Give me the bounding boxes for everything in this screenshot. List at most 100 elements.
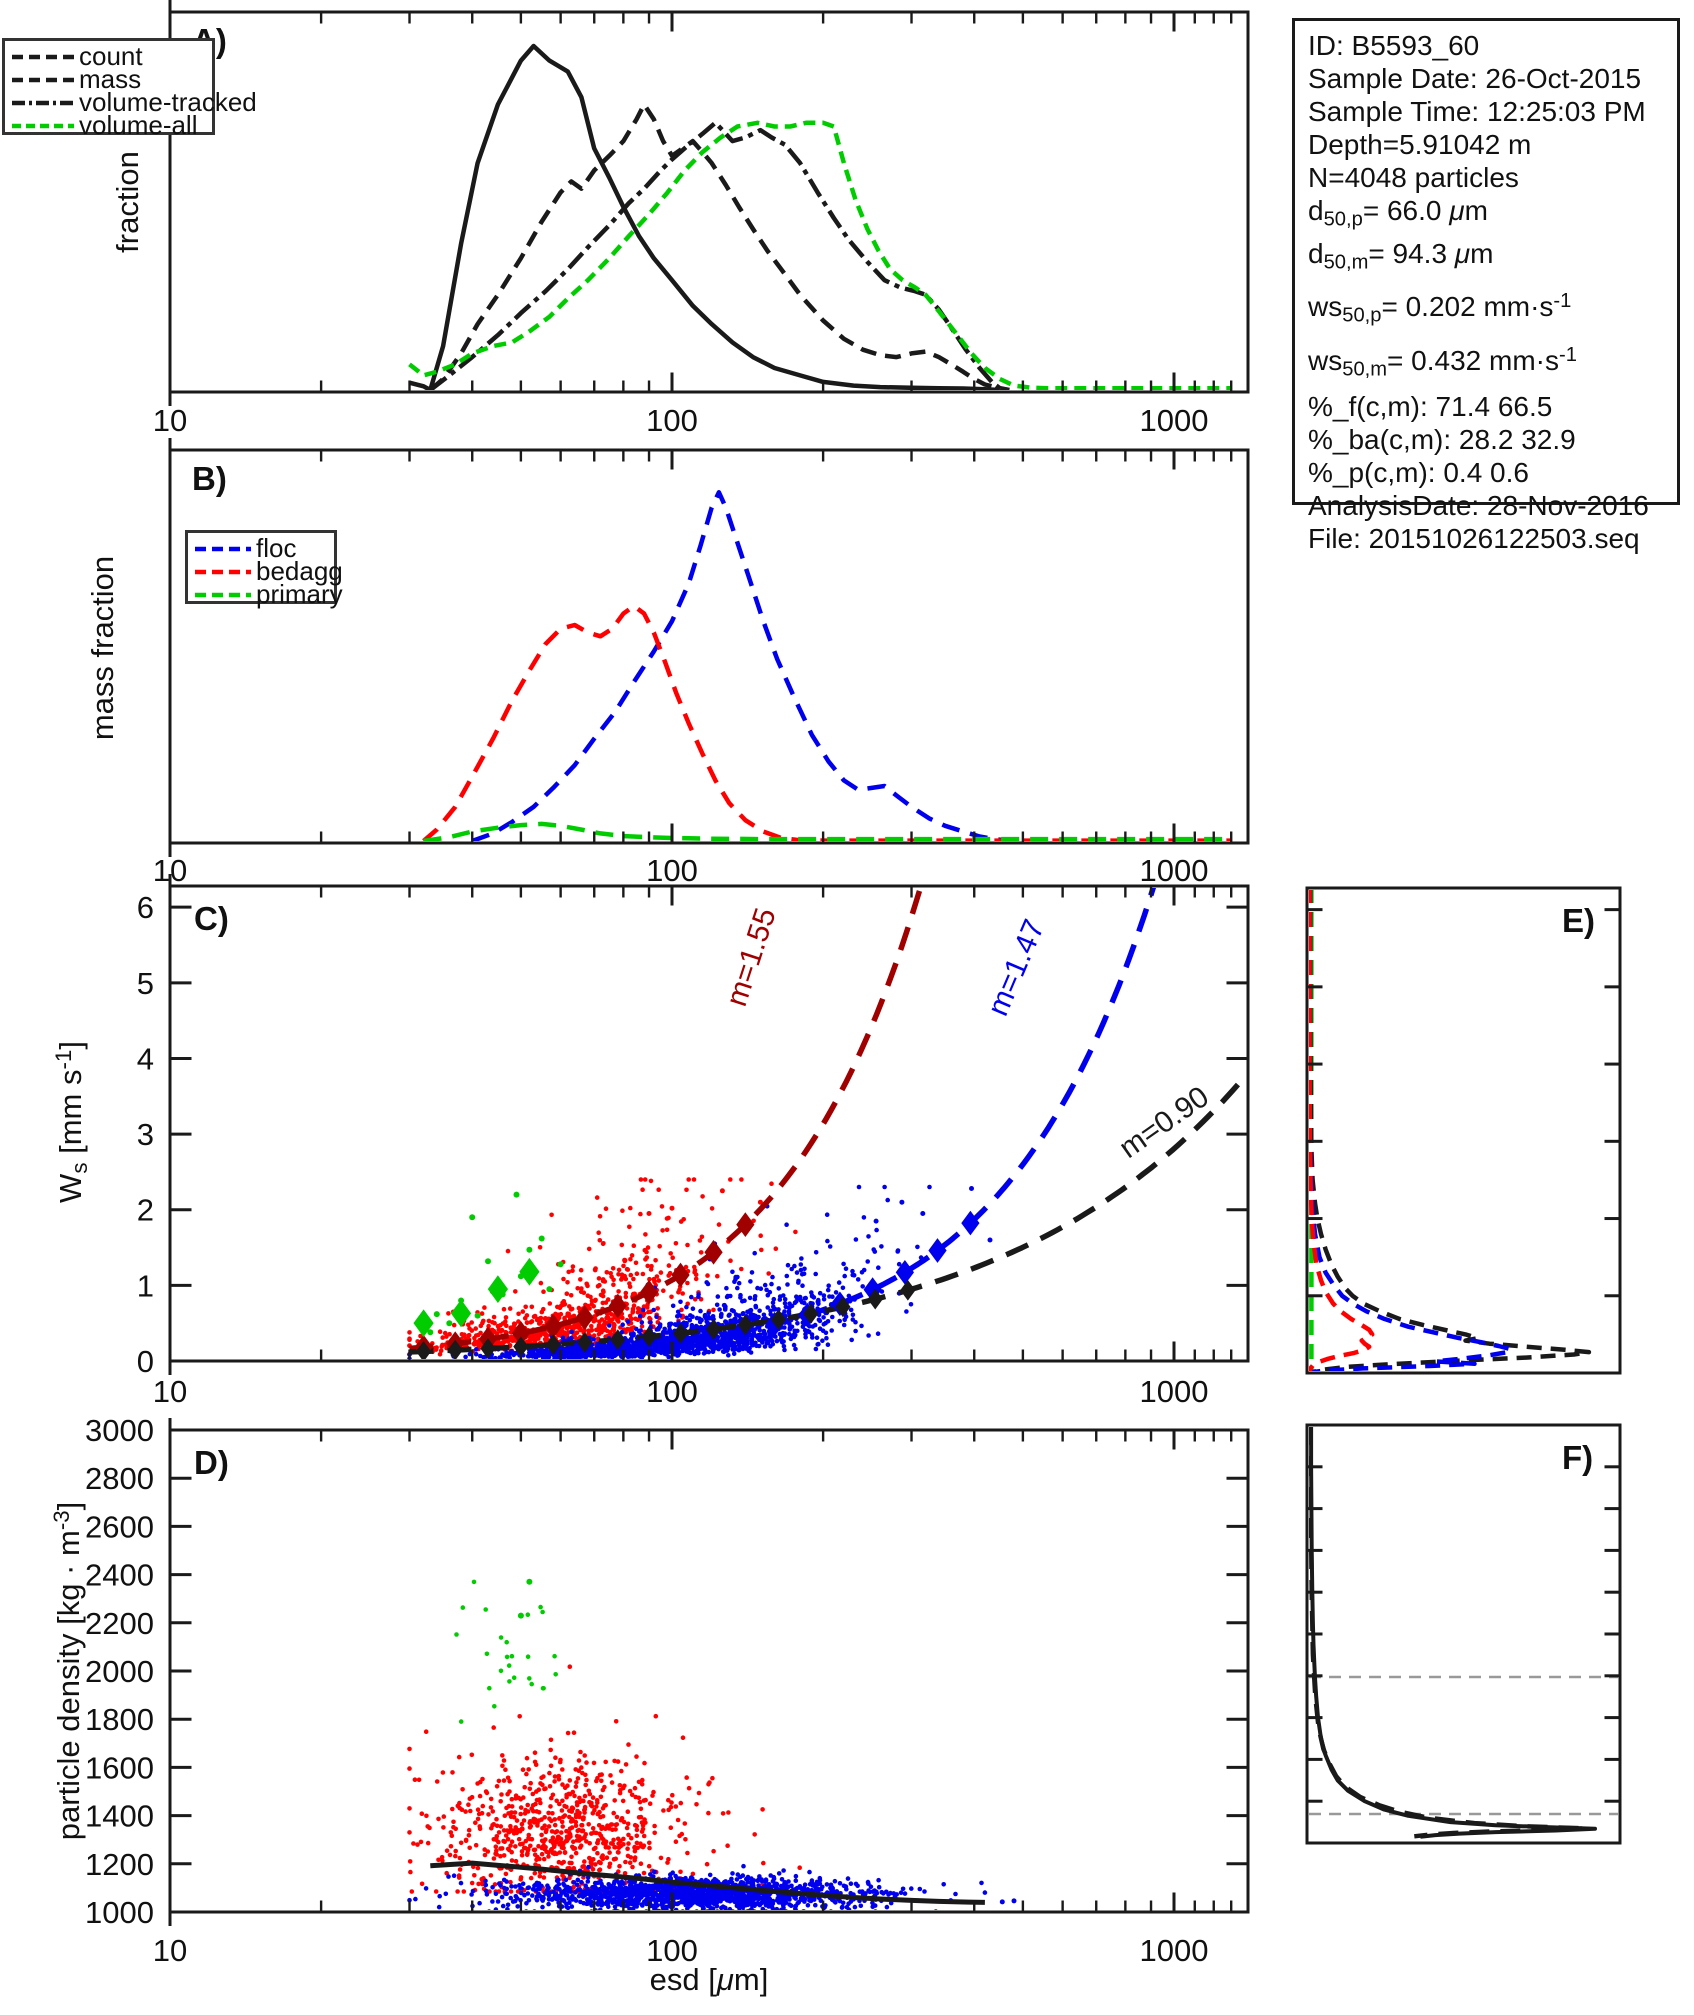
median-density-line bbox=[430, 1860, 985, 1905]
panel-b-letter: B) bbox=[192, 460, 227, 497]
svg-text:1: 1 bbox=[137, 1268, 154, 1303]
svg-text:0: 0 bbox=[137, 1344, 154, 1379]
legend-label: mass bbox=[79, 64, 142, 94]
info-line-13: File: 20151026122503.seq bbox=[1308, 522, 1640, 554]
series-volume-all bbox=[408, 120, 1232, 390]
panel-b-ylabel: mass fraction bbox=[85, 555, 120, 741]
info-line-10: %_ba(c,m): 28.2 32.9 bbox=[1308, 423, 1576, 455]
svg-text:1400: 1400 bbox=[85, 1799, 154, 1834]
curve-m=1.55 bbox=[409, 888, 924, 1352]
panel-a-ylabel: fraction bbox=[110, 151, 145, 253]
svg-text:100: 100 bbox=[646, 853, 698, 888]
svg-text:1000: 1000 bbox=[1140, 403, 1209, 438]
series-mass bbox=[428, 102, 1010, 390]
panel-d-ylabel: particle density [kg · m-3] bbox=[48, 1501, 87, 1841]
info-line-11: %_p(c,m): 0.4 0.6 bbox=[1308, 456, 1529, 488]
legend-item-floc: floc bbox=[194, 533, 334, 563]
svg-text:1000: 1000 bbox=[1140, 1933, 1209, 1968]
panel-c-xtick-labels: 10 100 1000 bbox=[153, 1374, 1209, 1409]
legend-item-bedagg: bedagg bbox=[194, 556, 343, 586]
profile-series bbox=[1309, 1427, 1589, 1839]
legend-item-count: count bbox=[11, 41, 212, 71]
legend-item-volume-tracked: volume-tracked bbox=[11, 87, 257, 117]
panel-d-xtick-labels: 10 100 1000 bbox=[153, 1933, 1209, 1968]
x-axis-label: esd [μm] bbox=[649, 1962, 769, 1997]
info-line-9: %_f(c,m): 71.4 66.5 bbox=[1308, 390, 1553, 422]
panel-e-content bbox=[1309, 890, 1592, 1371]
info-line-12: AnalysisDate: 28-Nov-2016 bbox=[1308, 489, 1649, 521]
profile-series bbox=[1309, 890, 1592, 1371]
info-line-5: d50,p= 66.0 μm bbox=[1308, 195, 1488, 231]
svg-text:100: 100 bbox=[646, 403, 698, 438]
legend-label: count bbox=[79, 41, 143, 71]
svg-text:1800: 1800 bbox=[85, 1702, 154, 1737]
svg-text:6: 6 bbox=[137, 890, 154, 925]
svg-text:3: 3 bbox=[137, 1117, 154, 1152]
svg-text:2800: 2800 bbox=[85, 1461, 154, 1496]
info-line-4: N=4048 particles bbox=[1308, 162, 1519, 193]
panel-b-xtick-labels: 10 100 1000 bbox=[153, 853, 1209, 888]
legend-item-primary: primary bbox=[194, 579, 343, 609]
panel-b-legend: floc bedagg primary bbox=[185, 530, 343, 609]
svg-text:2000: 2000 bbox=[85, 1654, 154, 1689]
svg-text:10: 10 bbox=[153, 1374, 187, 1409]
series-volume-tracked bbox=[428, 120, 1004, 390]
info-line-7: ws50,p= 0.202 mm·s-1 bbox=[1308, 290, 1572, 327]
series-floc bbox=[471, 490, 1010, 841]
curve-m=0.90 bbox=[409, 1077, 1245, 1355]
panel-e-frame bbox=[1305, 886, 1622, 1375]
panel-a-frame bbox=[168, 0, 1250, 406]
svg-text:10: 10 bbox=[153, 403, 187, 438]
panel-a-legend: count mass volume-tracked volume-all bbox=[2, 38, 257, 140]
panel-d-frame: 1000 1200 1400 1600 1800 2000 2200 2400 2600 2800… bbox=[85, 1413, 1250, 1930]
panel-b-series bbox=[422, 490, 1232, 841]
legend-item-mass: mass bbox=[11, 64, 212, 94]
legend-label: primary bbox=[256, 579, 343, 609]
svg-text:1600: 1600 bbox=[85, 1750, 154, 1785]
svg-text:10: 10 bbox=[153, 1933, 187, 1968]
panel-f-letter: F) bbox=[1562, 1439, 1593, 1476]
series-primary bbox=[423, 821, 1232, 841]
panel-d-letter: D) bbox=[194, 1444, 229, 1481]
panel-b-frame bbox=[168, 438, 1250, 857]
panel-f-content bbox=[1309, 1427, 1618, 1839]
panel-f-frame bbox=[1305, 1423, 1622, 1845]
info-box: ID: B5593_60 Sample Date: 26-Oct-2015 Samp… bbox=[1292, 18, 1680, 554]
info-line-6: d50,m= 94.3 μm bbox=[1308, 237, 1494, 274]
svg-text:2400: 2400 bbox=[85, 1558, 154, 1593]
svg-text:3000: 3000 bbox=[85, 1413, 154, 1448]
info-line-0: ID: B5593_60 bbox=[1308, 30, 1480, 61]
legend-label: volume-tracked bbox=[79, 87, 257, 117]
profile-series bbox=[1309, 890, 1375, 1371]
info-line-8: ws50,m= 0.432 mm·s-1 bbox=[1308, 343, 1577, 381]
curve-label-m=1.47: m=1.47 bbox=[981, 915, 1051, 1021]
series-count bbox=[408, 43, 1001, 390]
svg-text:4: 4 bbox=[137, 1041, 154, 1076]
legend-label: bedagg bbox=[256, 556, 343, 586]
panel-a-series bbox=[408, 43, 1232, 390]
panel-c-frame: 0 1 2 3 4 5 6 bbox=[137, 874, 1250, 1379]
legend-label: volume-all bbox=[79, 110, 198, 140]
svg-text:5: 5 bbox=[137, 966, 154, 1001]
svg-text:2: 2 bbox=[137, 1193, 154, 1228]
panel-c-content: m=1.55 m=1.47m=0.90 bbox=[407, 888, 1245, 1359]
svg-text:2600: 2600 bbox=[85, 1509, 154, 1544]
curve-label-m=1.55: m=1.55 bbox=[720, 904, 783, 1010]
series-bedagg bbox=[422, 603, 1232, 841]
info-line-1: Sample Date: 26-Oct-2015 bbox=[1308, 63, 1642, 94]
svg-text:1000: 1000 bbox=[1140, 853, 1209, 888]
svg-text:1000: 1000 bbox=[85, 1895, 154, 1930]
svg-text:100: 100 bbox=[646, 1933, 698, 1968]
profile-series bbox=[1309, 890, 1513, 1371]
profile-series bbox=[1309, 1427, 1597, 1839]
info-line-3: Depth=5.91042 m bbox=[1308, 129, 1532, 160]
curve-m=1.47 bbox=[541, 888, 1157, 1357]
panel-c-ylabel: Ws [mm s-1] bbox=[50, 1041, 93, 1203]
panel-e-letter: E) bbox=[1562, 902, 1595, 939]
panel-c-letter: C) bbox=[194, 900, 229, 937]
legend-item-volume-all: volume-all bbox=[11, 110, 212, 140]
svg-text:1200: 1200 bbox=[85, 1847, 154, 1882]
svg-text:100: 100 bbox=[646, 1374, 698, 1409]
